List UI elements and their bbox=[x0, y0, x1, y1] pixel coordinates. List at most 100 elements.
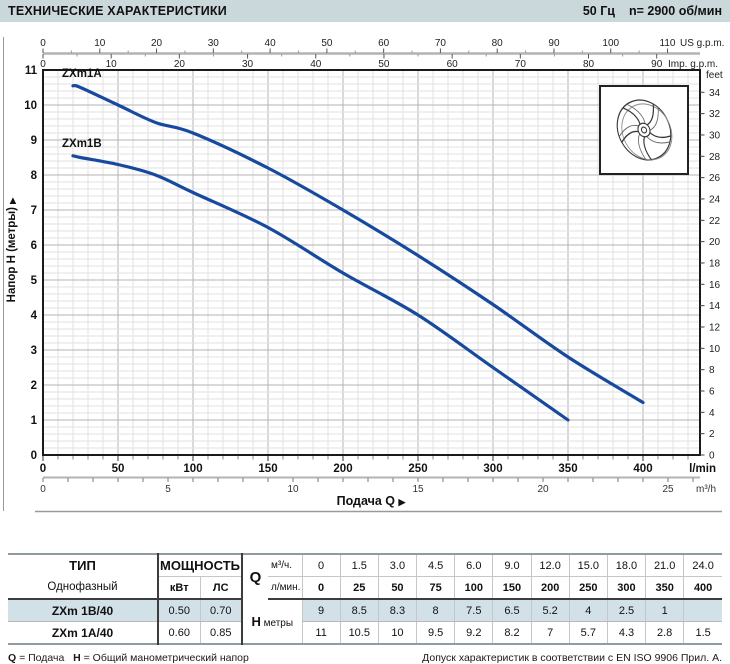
impeller-blade bbox=[645, 103, 655, 127]
h-value: 5.2 bbox=[530, 599, 570, 622]
q-header: Q bbox=[241, 554, 269, 599]
legend: Q = Подача H = Общий манометрический нап… bbox=[8, 652, 249, 664]
pump-type: ZXm 1A/40 bbox=[51, 625, 114, 640]
feet-tick-label: 2 bbox=[709, 429, 715, 440]
meters-tick-label: 4 bbox=[31, 310, 38, 322]
q-unit-lmin: л/мин. bbox=[268, 576, 303, 600]
h-value: 8.3 bbox=[377, 599, 417, 622]
feet-tick-label: 8 bbox=[709, 365, 715, 376]
h-value: 1 bbox=[645, 599, 684, 622]
us-gpm-tick-label: 0 bbox=[40, 38, 46, 49]
impeller-blade-group bbox=[646, 131, 672, 144]
power-kw-value: 0.60 bbox=[157, 621, 200, 644]
curve-ZXm1A bbox=[71, 83, 645, 405]
impeller-blade-edge bbox=[626, 103, 646, 124]
impeller-blade-edge bbox=[650, 107, 659, 131]
imp-gpm-tick-label: 80 bbox=[583, 59, 595, 70]
us-gpm-tick-label: 30 bbox=[208, 38, 220, 49]
meters-tick-label: 1 bbox=[31, 415, 38, 427]
feet-tick-label: 24 bbox=[709, 194, 721, 205]
q-value-m3h: 18.0 bbox=[606, 554, 646, 577]
imp-gpm-tick-label: 90 bbox=[651, 59, 663, 70]
q-value-lmin: 100 bbox=[454, 576, 493, 600]
impeller-blade bbox=[622, 107, 641, 126]
curves: ZXm1A ZXm1B bbox=[62, 68, 645, 422]
impeller-blade-group bbox=[637, 134, 653, 161]
lmin-unit-label: l/min bbox=[689, 463, 716, 475]
us-gpm-tick-label: 70 bbox=[435, 38, 447, 49]
table-row-ZXm-1B-40: ZXm 1B/40 0.50 0.70 H метры 9 8.5 8.3 8 7.5 6.5 5.… bbox=[8, 599, 722, 645]
impeller-blade-edge bbox=[637, 134, 647, 160]
imp-gpm-tick-label: 0 bbox=[40, 59, 46, 70]
q-value-m3h: 24.0 bbox=[683, 554, 722, 577]
legend-q-symbol: Q bbox=[8, 652, 17, 664]
impeller-blade bbox=[643, 135, 653, 161]
impeller-shaft bbox=[640, 126, 648, 134]
q-value-lmin: 200 bbox=[530, 576, 570, 600]
impeller-blade-group bbox=[618, 124, 640, 144]
lmin-tick-label: 250 bbox=[408, 463, 427, 475]
us-gpm-tick-label: 60 bbox=[378, 38, 390, 49]
h-header: H метры bbox=[241, 599, 303, 645]
grid bbox=[43, 70, 700, 455]
m3h-tick-label: 5 bbox=[165, 484, 171, 495]
feet-tick-label: 26 bbox=[709, 173, 721, 184]
impeller-blade bbox=[621, 130, 640, 144]
q-value-lmin: 350 bbox=[645, 576, 684, 600]
meters-tick-label: 7 bbox=[31, 205, 37, 217]
q-value-m3h: 4.5 bbox=[416, 554, 455, 577]
page-title: ТЕХНИЧЕСКИЕ ХАРАКТЕРИСТИКИ bbox=[8, 4, 227, 18]
h-value: 9.2 bbox=[454, 621, 493, 644]
imp-gpm-unit-label: Imp. g.p.m. bbox=[668, 59, 718, 70]
imp-gpm-tick-label: 50 bbox=[378, 59, 390, 70]
impeller-inset bbox=[599, 85, 689, 175]
feet-tick-label: 10 bbox=[709, 344, 721, 355]
lmin-tick-label: 100 bbox=[183, 463, 202, 475]
power-hp-value: 0.70 bbox=[199, 599, 243, 622]
table-row-ZXm-1A-40: ZXm 1A/40 0.60 0.85 11 10.5 10 9.5 9.2 8.2 7 5.7 4.… bbox=[8, 621, 722, 644]
h-value: 4.3 bbox=[606, 621, 646, 644]
impeller-blade-edge bbox=[618, 124, 639, 137]
power-unit-kw: кВт bbox=[157, 576, 200, 600]
q-unit-m3h: м³/ч. bbox=[268, 554, 303, 577]
x-axis-title: Подача Q ▶ bbox=[337, 494, 407, 508]
q-value-m3h: 3.0 bbox=[377, 554, 417, 577]
feet-tick-label: 12 bbox=[709, 322, 721, 333]
imp-gpm-tick-label: 10 bbox=[106, 59, 118, 70]
lmin-tick-label: 0 bbox=[40, 463, 46, 475]
lmin-tick-label: 300 bbox=[483, 463, 502, 475]
impeller-icon bbox=[616, 99, 673, 161]
imp-gpm-tick-label: 60 bbox=[447, 59, 459, 70]
power-unit-hp: ЛС bbox=[199, 576, 243, 600]
q-value-m3h: 21.0 bbox=[645, 554, 684, 577]
q-value-m3h: 12.0 bbox=[530, 554, 570, 577]
feet-tick-label: 0 bbox=[709, 451, 715, 462]
imp-gpm-tick-label: 30 bbox=[242, 59, 254, 70]
meters-tick-label: 2 bbox=[31, 380, 37, 392]
lmin-tick-label: 400 bbox=[633, 463, 652, 475]
h-value: 10 bbox=[377, 621, 417, 644]
us-gpm-tick-label: 20 bbox=[151, 38, 163, 49]
curve-label-ZXm1B: ZXm1B bbox=[62, 138, 102, 150]
h-value: 4 bbox=[568, 599, 608, 622]
m3h-tick-label: 15 bbox=[412, 484, 424, 495]
impeller-blade-group bbox=[622, 103, 646, 126]
impeller-rim-inner bbox=[621, 103, 673, 161]
m3h-tick-label: 20 bbox=[537, 484, 549, 495]
meters-tick-label: 9 bbox=[31, 135, 37, 147]
h-value: 7 bbox=[530, 621, 570, 644]
legend-q-text: = Подача bbox=[16, 652, 65, 664]
feet-tick-label: 6 bbox=[709, 386, 715, 397]
us-gpm-tick-label: 40 bbox=[265, 38, 277, 49]
m3h-tick-label: 10 bbox=[287, 484, 299, 495]
q-value-m3h: 6.0 bbox=[454, 554, 493, 577]
h-value bbox=[683, 599, 722, 622]
h-value: 2.5 bbox=[606, 599, 646, 622]
feet-tick-label: 4 bbox=[709, 408, 715, 419]
lmin-tick-label: 200 bbox=[333, 463, 352, 475]
h-value: 9 bbox=[301, 599, 341, 622]
us-gpm-tick-label: 50 bbox=[321, 38, 333, 49]
q-value-m3h: 15.0 bbox=[568, 554, 608, 577]
